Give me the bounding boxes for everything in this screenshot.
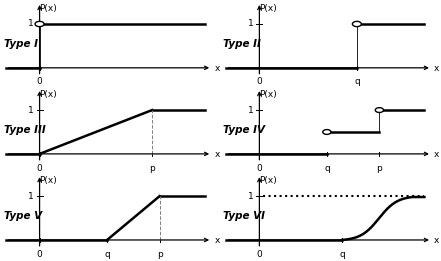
Text: q: q	[354, 78, 360, 86]
Text: q: q	[324, 164, 330, 173]
Text: P(x): P(x)	[259, 90, 277, 99]
Text: x: x	[214, 150, 220, 159]
Text: 1: 1	[28, 192, 34, 201]
Text: P(x): P(x)	[259, 176, 277, 185]
Text: x: x	[214, 64, 220, 73]
Text: x: x	[434, 236, 440, 245]
Text: P(x): P(x)	[40, 90, 57, 99]
Text: 1: 1	[28, 105, 34, 115]
Text: Type VI: Type VI	[224, 211, 265, 221]
Text: x: x	[434, 64, 440, 73]
Text: 0: 0	[257, 78, 262, 86]
Text: Type II: Type II	[224, 39, 261, 49]
Text: Type IV: Type IV	[224, 125, 265, 135]
Text: 1: 1	[248, 192, 254, 201]
Text: x: x	[214, 236, 220, 245]
Text: Type I: Type I	[4, 39, 37, 49]
Text: 0: 0	[257, 250, 262, 259]
Text: Type III: Type III	[4, 125, 45, 135]
Text: q: q	[339, 250, 345, 259]
Text: 1: 1	[28, 20, 34, 28]
Circle shape	[352, 21, 361, 27]
Text: p: p	[149, 164, 155, 173]
Text: P(x): P(x)	[40, 176, 57, 185]
Circle shape	[35, 21, 44, 27]
Circle shape	[375, 108, 384, 112]
Text: q: q	[104, 250, 110, 259]
Text: 0: 0	[37, 164, 42, 173]
Text: 0: 0	[37, 78, 42, 86]
Circle shape	[323, 129, 331, 134]
Text: p: p	[157, 250, 162, 259]
Text: 1: 1	[248, 105, 254, 115]
Text: 1: 1	[248, 20, 254, 28]
Text: p: p	[377, 164, 382, 173]
Text: 0: 0	[257, 164, 262, 173]
Text: Type V: Type V	[4, 211, 42, 221]
Text: 0: 0	[37, 250, 42, 259]
Text: x: x	[434, 150, 440, 159]
Text: P(x): P(x)	[40, 4, 57, 13]
Text: P(x): P(x)	[259, 4, 277, 13]
